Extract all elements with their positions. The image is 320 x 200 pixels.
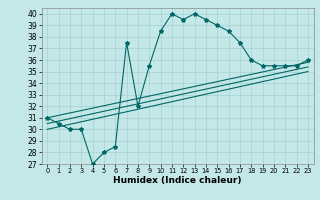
X-axis label: Humidex (Indice chaleur): Humidex (Indice chaleur) — [113, 176, 242, 185]
